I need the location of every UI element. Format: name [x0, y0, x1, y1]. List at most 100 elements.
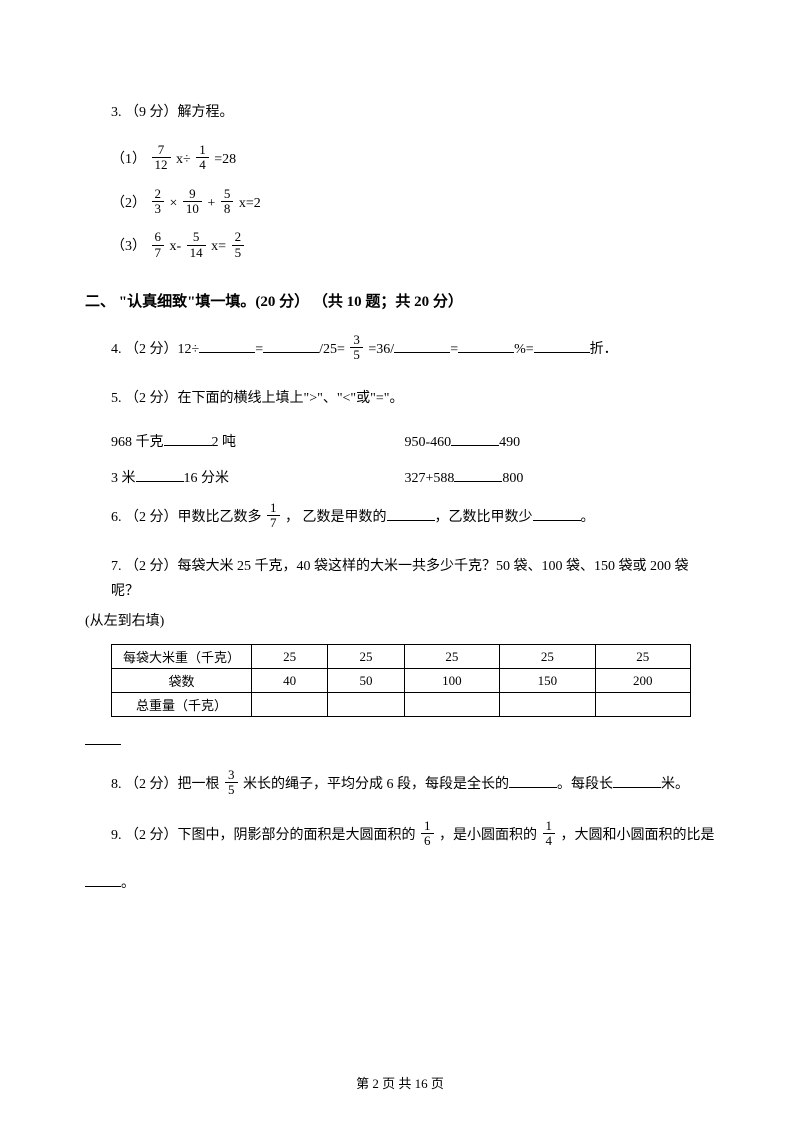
- fill-blank[interactable]: [613, 774, 661, 788]
- table-cell: 50: [328, 669, 404, 693]
- fraction-1-6: 16: [421, 819, 434, 849]
- table-cell: 40: [252, 669, 328, 693]
- q5-r1c1b: 2 吨: [212, 435, 237, 450]
- table-cell: 25: [252, 645, 328, 669]
- question-7-note: (从左到右填): [85, 610, 715, 630]
- table-cell: 25: [404, 645, 499, 669]
- fill-blank[interactable]: [136, 468, 184, 482]
- q9-lead: 9. （2 分）下图中，阴影部分的面积是大圆面积的: [111, 828, 419, 843]
- q4-mid2: /25=: [319, 342, 348, 357]
- q4-mid1: =: [255, 342, 263, 357]
- eq3-mid2: x=: [211, 239, 229, 254]
- q4-mid4: =: [450, 342, 458, 357]
- eq1-tail: =28: [214, 152, 236, 167]
- question-3-title: 3. （9 分）解方程。: [85, 100, 715, 125]
- table-cell: 100: [404, 669, 499, 693]
- question-7-lead: 7. （2 分）每袋大米 25 千克，40 袋这样的大米一共多少千克？50 袋、…: [85, 554, 715, 604]
- q5-row2: 3 米 16 分米 327+588 800: [85, 467, 715, 487]
- fill-blank[interactable]: [454, 468, 502, 482]
- fill-blank[interactable]: [85, 873, 121, 887]
- q8-mid2: 。每段长: [557, 777, 613, 792]
- fraction-1-7: 17: [267, 501, 280, 531]
- q6-tail: 。: [581, 510, 595, 525]
- fraction-2-3: 23: [152, 187, 165, 217]
- table-cell[interactable]: [252, 693, 328, 717]
- fill-blank[interactable]: [458, 339, 514, 353]
- eq3-prefix: （3）: [111, 239, 146, 254]
- fill-blank[interactable]: [394, 339, 450, 353]
- table-row: 每袋大米重（千克） 25 25 25 25 25: [112, 645, 691, 669]
- table-cell: 150: [500, 669, 595, 693]
- q7-table: 每袋大米重（千克） 25 25 25 25 25 袋数 40 50 100 15…: [111, 644, 691, 717]
- q5-r2c1b: 16 分米: [184, 471, 230, 486]
- q8-lead: 8. （2 分）把一根: [111, 777, 223, 792]
- q9-tail: 。: [121, 876, 135, 891]
- q4-mid3: =36/: [365, 342, 394, 357]
- fill-blank[interactable]: [164, 432, 212, 446]
- fraction-6-7: 67: [152, 230, 165, 260]
- fill-blank[interactable]: [451, 432, 499, 446]
- fraction-3-5: 35: [350, 333, 363, 363]
- question-6: 6. （2 分）甲数比乙数多 17 ， 乙数是甲数的 ，乙数比甲数少 。: [85, 503, 715, 534]
- eq2-mid2: +: [207, 196, 218, 211]
- q5-r2c1a: 3 米: [111, 471, 136, 486]
- fill-blank[interactable]: [533, 507, 581, 521]
- eq1-mid: x÷: [176, 152, 194, 167]
- table-row: 袋数 40 50 100 150 200: [112, 669, 691, 693]
- table-header: 每袋大米重（千克）: [112, 645, 252, 669]
- q5-r2c2b: 800: [502, 471, 523, 486]
- question-4: 4. （2 分）12÷ = /25= 35 =36/ = %= 折．: [85, 335, 715, 366]
- q8-tail: 米。: [661, 777, 689, 792]
- question-5-lead: 5. （2 分）在下面的横线上填上">"、"<"或"="。: [85, 386, 715, 411]
- eq2-tail: x=2: [239, 196, 261, 211]
- q8-mid1: 米长的绳子，平均分成 6 段，每段是全长的: [240, 777, 510, 792]
- table-header: 袋数: [112, 669, 252, 693]
- q6-mid2: ，乙数比甲数少: [435, 510, 533, 525]
- table-cell: 25: [500, 645, 595, 669]
- equation-3: （3） 67 x- 514 x= 25: [85, 232, 715, 262]
- eq1-prefix: （1）: [111, 152, 146, 167]
- fraction-1-4: 14: [196, 143, 209, 173]
- eq3-mid1: x-: [170, 239, 185, 254]
- table-cell[interactable]: [328, 693, 404, 717]
- fraction-5-14: 514: [187, 230, 206, 260]
- equation-1: （1） 712 x÷ 14 =28: [85, 145, 715, 175]
- table-cell[interactable]: [404, 693, 499, 717]
- page-footer: 第 2 页 共 16 页: [0, 1073, 800, 1092]
- table-cell: 25: [328, 645, 404, 669]
- q4-lead: 4. （2 分）12÷: [111, 342, 199, 357]
- fraction-5-8: 58: [221, 187, 234, 217]
- q6-mid1: ， 乙数是甲数的: [282, 510, 387, 525]
- fraction-9-10: 910: [183, 187, 202, 217]
- section-2-header: 二、 "认真细致"填一填。(20 分） （共 10 题；共 20 分）: [85, 290, 715, 311]
- fill-blank[interactable]: [199, 339, 255, 353]
- q5-row1: 968 千克 2 吨 950-460 490: [85, 431, 715, 451]
- q5-r2c2a: 327+588: [405, 471, 455, 486]
- q5-r1c2b: 490: [499, 435, 520, 450]
- table-header: 总重量（千克）: [112, 693, 252, 717]
- q9-mid2: ，大圆和小圆面积的比是: [557, 828, 715, 843]
- q6-lead: 6. （2 分）甲数比乙数多: [111, 510, 265, 525]
- q5-r1c2a: 950-460: [405, 435, 452, 450]
- equation-2: （2） 23 × 910 + 58 x=2: [85, 189, 715, 219]
- fill-blank[interactable]: [509, 774, 557, 788]
- fraction-1-4: 14: [543, 819, 556, 849]
- fill-blank[interactable]: [387, 507, 435, 521]
- question-8: 8. （2 分）把一根 35 米长的绳子，平均分成 6 段，每段是全长的。每段长…: [85, 770, 715, 801]
- q5-r1c1a: 968 千克: [111, 435, 164, 450]
- table-cell[interactable]: [500, 693, 595, 717]
- q4-mid5: %=: [514, 342, 534, 357]
- fill-blank[interactable]: [263, 339, 319, 353]
- question-9: 9. （2 分）下图中，阴影部分的面积是大圆面积的 16 ，是小圆面积的 14 …: [85, 821, 715, 852]
- table-cell[interactable]: [595, 693, 690, 717]
- q4-tail: 折．: [590, 342, 618, 357]
- table-cell: 200: [595, 669, 690, 693]
- eq2-prefix: （2）: [111, 196, 146, 211]
- eq2-mid1: ×: [170, 196, 181, 211]
- q9-mid1: ，是小圆面积的: [436, 828, 541, 843]
- table-cell: 25: [595, 645, 690, 669]
- table-row: 总重量（千克）: [112, 693, 691, 717]
- fill-blank[interactable]: [85, 731, 121, 745]
- fill-blank[interactable]: [534, 339, 590, 353]
- fraction-2-5: 25: [232, 230, 245, 260]
